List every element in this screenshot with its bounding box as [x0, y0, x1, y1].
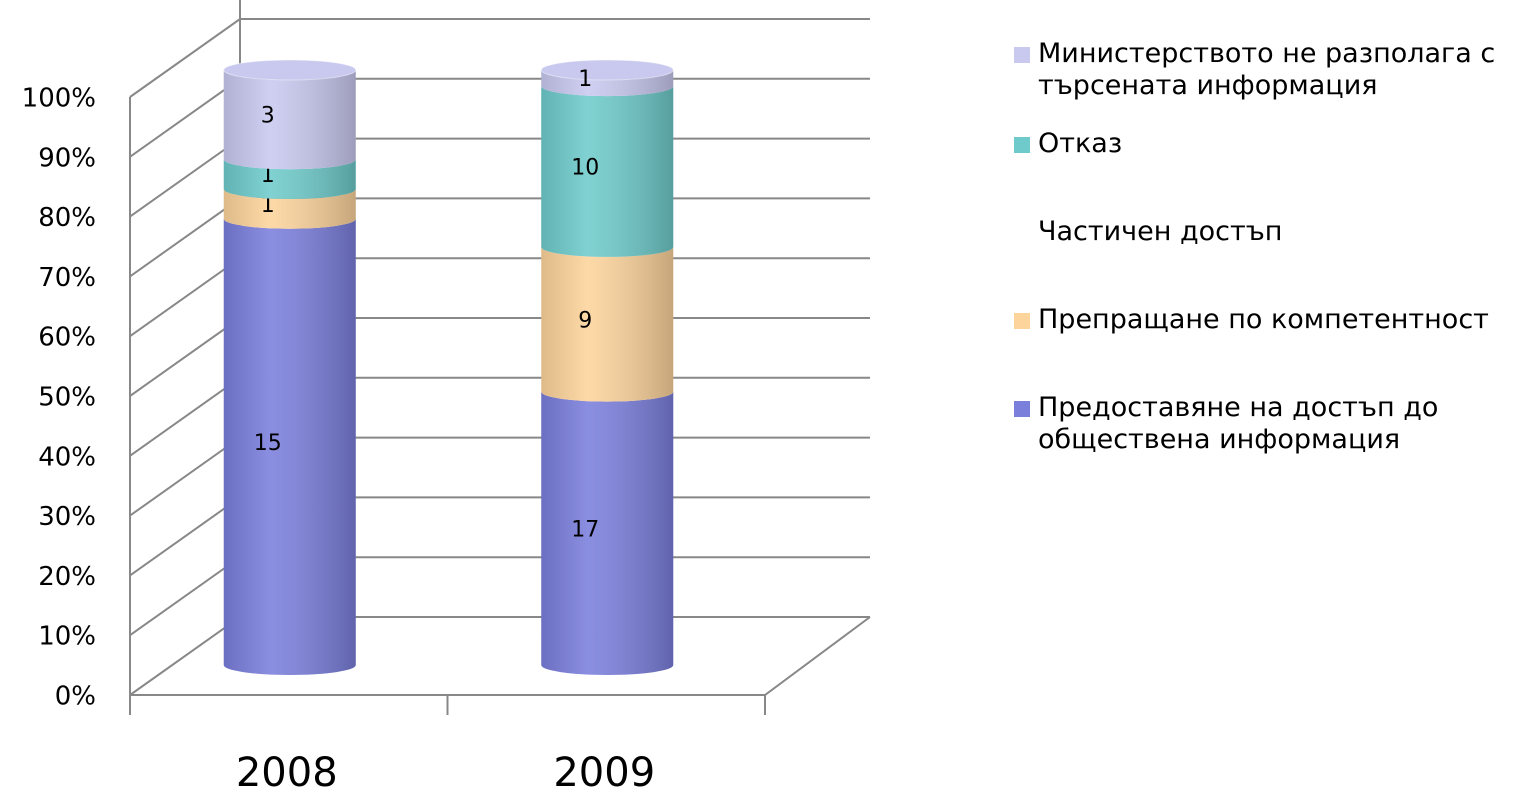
legend: Министерството не разполага с търсената … [1012, 38, 1507, 456]
data-label: 15 [254, 431, 282, 456]
legend-item: Частичен достъп [1012, 216, 1507, 248]
x-tick-label: 2009 [553, 750, 655, 793]
legend-item: Отказ [1012, 128, 1507, 160]
bar-top [223, 59, 357, 81]
y-tick-label: 10% [38, 622, 96, 652]
y-tick-label: 100% [22, 84, 96, 114]
y-tick-label: 70% [38, 263, 96, 293]
data-label: 1 [261, 193, 275, 218]
legend-label: Частичен достъп [1038, 216, 1283, 247]
legend-label: Министерството не разполага с търсената … [1038, 38, 1496, 101]
data-label: 17 [571, 517, 599, 542]
legend-swatch [1014, 313, 1030, 329]
y-tick-label: 80% [38, 203, 96, 233]
y-tick-label: 40% [38, 442, 96, 472]
bar-shade [541, 86, 674, 257]
legend-label: Предоставяне на достъп до обществена инф… [1038, 392, 1439, 455]
y-tick-label: 50% [38, 383, 96, 413]
x-tick-label: 2008 [236, 750, 338, 793]
bar-top [540, 59, 674, 81]
bar-shade [223, 218, 356, 675]
y-tick-label: 30% [38, 502, 96, 532]
data-label: 1 [578, 67, 592, 92]
bar-shade [541, 246, 674, 402]
data-label: 1 [261, 163, 275, 188]
y-tick-label: 0% [55, 682, 96, 712]
y-tick-label: 20% [38, 562, 96, 592]
legend-swatch [1014, 47, 1030, 63]
legend-item: Препращане по компетентност [1012, 304, 1507, 336]
legend-item: Предоставяне на достъп до обществена инф… [1012, 392, 1507, 456]
legend-swatch [1014, 401, 1030, 417]
bar-shade [223, 189, 356, 229]
y-tick-label: 90% [38, 143, 96, 173]
legend-swatch [1014, 225, 1030, 241]
bar-shade [541, 70, 674, 97]
data-label: 10 [571, 155, 599, 180]
y-tick-label: 60% [38, 323, 96, 353]
data-label: 9 [578, 308, 592, 333]
legend-label: Препращане по компетентност [1038, 304, 1489, 335]
bar-shade [223, 159, 356, 199]
bar-shade [223, 70, 356, 170]
bar-shade [541, 391, 674, 675]
legend-label: Отказ [1038, 128, 1123, 159]
legend-swatch [1014, 137, 1030, 153]
data-label: 3 [261, 104, 275, 129]
legend-item: Министерството не разполага с търсената … [1012, 38, 1507, 102]
